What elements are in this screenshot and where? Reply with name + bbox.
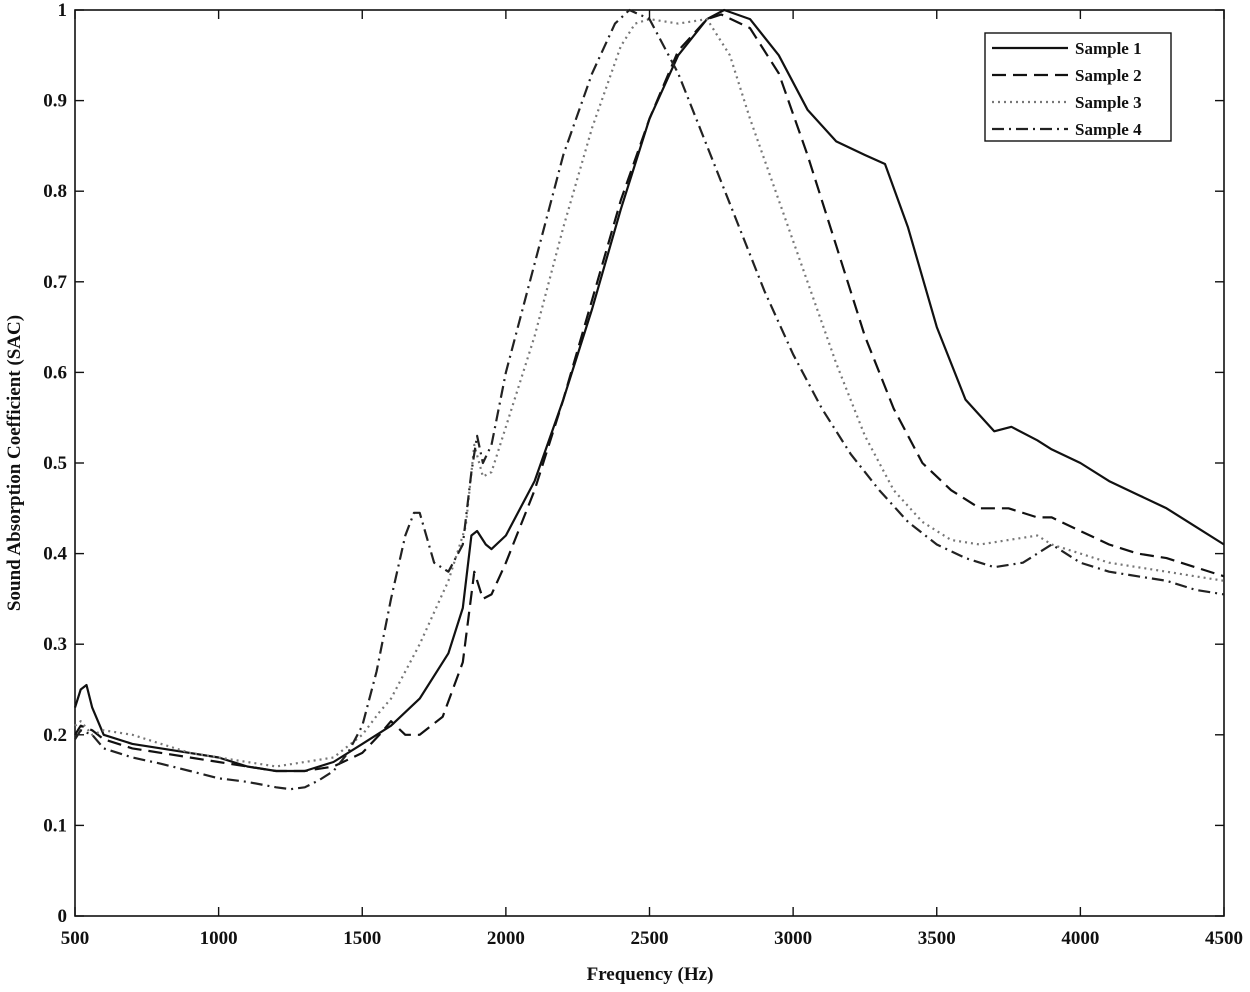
y-tick-label: 1 bbox=[58, 0, 68, 21]
y-tick-label: 0.1 bbox=[43, 815, 67, 836]
y-tick-label: 0.3 bbox=[43, 634, 67, 655]
y-tick-label: 0.8 bbox=[43, 181, 67, 202]
y-axis-ticks: 0 0.1 0.2 0.3 0.4 0.5 0.6 0.7 0.8 0.9 1 bbox=[43, 0, 1224, 927]
x-tick-label: 500 bbox=[61, 928, 90, 949]
y-tick-label: 0.5 bbox=[43, 453, 67, 474]
y-axis-title: Sound Absorption Coefficient (SAC) bbox=[4, 315, 25, 611]
legend-label-sample-1: Sample 1 bbox=[1075, 39, 1142, 58]
plot-area-frame bbox=[74, 9, 1225, 917]
series-layer bbox=[73, 8, 1225, 791]
series-line-sample-3 bbox=[74, 18, 1225, 768]
x-tick-label: 4500 bbox=[1205, 928, 1243, 949]
legend-label-sample-3: Sample 3 bbox=[1075, 93, 1142, 112]
x-tick-label: 3000 bbox=[774, 928, 812, 949]
x-tick-label: 3500 bbox=[918, 928, 956, 949]
x-axis-title: Frequency (Hz) bbox=[587, 964, 714, 985]
y-tick-label: 0.2 bbox=[43, 725, 67, 746]
y-tick-label: 0.7 bbox=[43, 272, 67, 293]
legend: Sample 1 Sample 2 Sample 3 Sample 4 bbox=[984, 32, 1172, 142]
y-tick-label: 0.4 bbox=[43, 544, 67, 565]
x-axis-ticks: 500 1000 1500 2000 2500 3000 3500 4000 4500 bbox=[61, 10, 1243, 949]
legend-label-sample-2: Sample 2 bbox=[1075, 66, 1142, 85]
x-tick-label: 4000 bbox=[1061, 928, 1099, 949]
y-tick-label: 0 bbox=[58, 906, 68, 927]
x-tick-label: 2000 bbox=[487, 928, 525, 949]
series-line-sample-2 bbox=[74, 13, 1225, 773]
y-tick-label: 0.6 bbox=[43, 362, 67, 383]
series-line-sample-4 bbox=[74, 8, 1225, 791]
x-tick-label: 1000 bbox=[200, 928, 238, 949]
y-tick-label: 0.9 bbox=[43, 91, 67, 112]
legend-label-sample-4: Sample 4 bbox=[1075, 120, 1142, 139]
series-line-sample-1 bbox=[73, 8, 1225, 773]
x-tick-label: 1500 bbox=[343, 928, 381, 949]
legend-box bbox=[984, 32, 1172, 142]
x-tick-label: 2500 bbox=[631, 928, 669, 949]
